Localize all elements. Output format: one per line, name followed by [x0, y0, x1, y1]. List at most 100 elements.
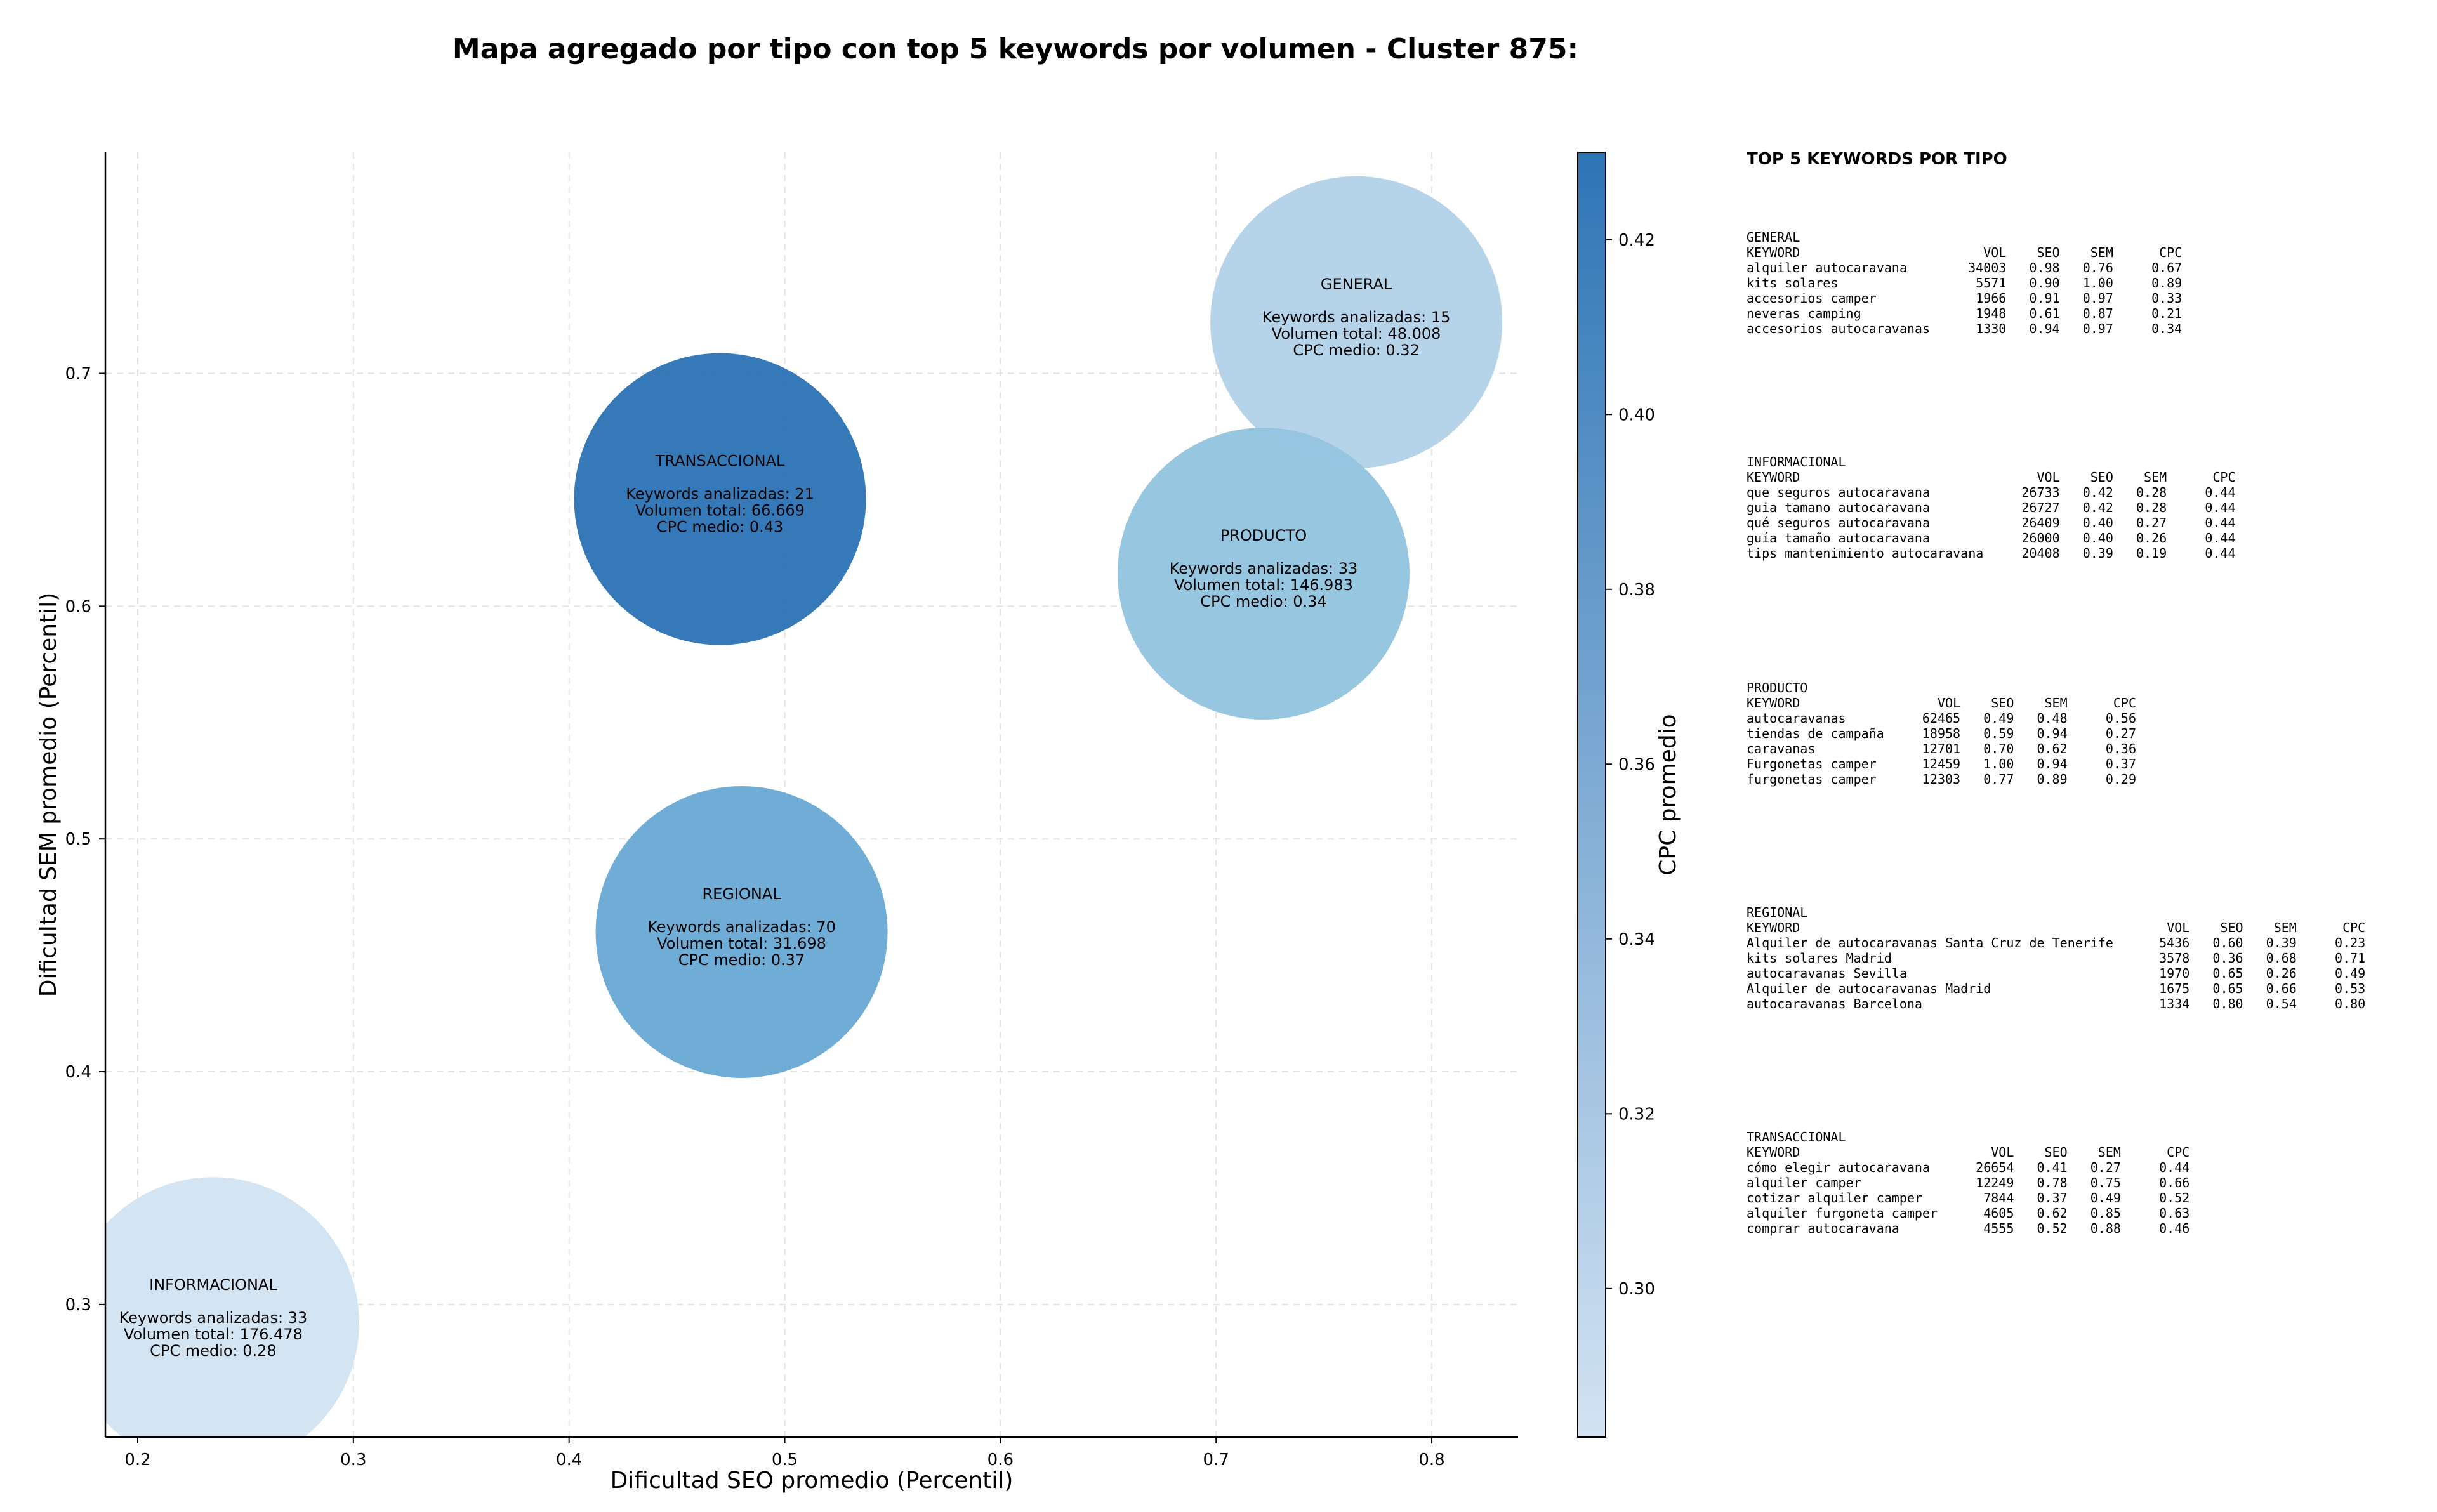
- bubble-type-label: REGIONAL: [702, 885, 781, 903]
- metric-cell: 5571: [1976, 275, 2007, 291]
- metric-cell: 0.49: [2090, 1190, 2121, 1206]
- metric-cell: 26409: [2021, 515, 2060, 530]
- top-keywords-title: TOP 5 KEYWORDS POR TIPO: [1747, 150, 2007, 169]
- keyword-table-row: Furgonetas camper 12459 1.00 0.94 0.37: [1747, 756, 2136, 772]
- keyword-cell: autocaravanas Barcelona: [1747, 996, 1922, 1011]
- metric-cell: 0.94: [2029, 321, 2060, 336]
- metric-cell: 0.42: [2082, 485, 2113, 500]
- x-tick-label: 0.5: [772, 1450, 798, 1469]
- metric-cell: 0.40: [2082, 530, 2113, 546]
- keyword-cell: alquiler furgoneta camper: [1747, 1206, 1938, 1221]
- metric-cell: SEM: [2144, 470, 2167, 485]
- metric-cell: 0.52: [2037, 1221, 2068, 1236]
- metric-cell: 0.33: [2151, 291, 2183, 306]
- bubble-stat-label: Volumen total: 66.669: [635, 502, 805, 520]
- colorbar-gradient: [1577, 152, 1606, 1438]
- metric-cell: VOL: [1937, 695, 1961, 711]
- metric-cell: 26000: [2021, 530, 2060, 546]
- bubble-stat-label: CPC medio: 0.37: [678, 951, 805, 969]
- bubble-stat-label: CPC medio: 0.34: [1200, 593, 1327, 610]
- metric-cell: 0.54: [2266, 996, 2297, 1011]
- metric-cell: 1966: [1976, 291, 2007, 306]
- metric-cell: 12249: [1976, 1175, 2014, 1190]
- keyword-table-header: KEYWORD VOL SEO SEM CPC: [1747, 470, 2236, 485]
- y-tick-label: 0.5: [65, 830, 91, 849]
- keyword-cell: cotizar alquiler camper: [1747, 1190, 1922, 1206]
- bubble-stat-label: CPC medio: 0.43: [657, 518, 784, 536]
- metric-cell: 0.80: [2335, 996, 2366, 1011]
- metric-cell: CPC: [2212, 470, 2236, 485]
- metric-cell: 0.77: [1983, 772, 2014, 787]
- keyword-cell: alquiler autocaravana: [1747, 260, 1907, 275]
- metric-cell: 0.91: [2029, 291, 2060, 306]
- y-tick-label: 0.6: [65, 597, 91, 616]
- metric-cell: 0.68: [2266, 950, 2297, 966]
- bubble-type-label: INFORMACIONAL: [149, 1276, 277, 1294]
- metric-cell: 0.71: [2335, 950, 2366, 966]
- metric-cell: 12701: [1922, 741, 1961, 756]
- chart-title: Mapa agregado por tipo con top 5 keyword…: [452, 33, 1579, 65]
- x-tick-label: 0.6: [987, 1450, 1014, 1469]
- keyword-block-informacional: INFORMACIONAL KEYWORD VOL SEO SEM CPC que segu…: [1747, 454, 2236, 561]
- bubble-stat-label: Volumen total: 31.698: [657, 935, 826, 952]
- metric-cell: 0.61: [2029, 306, 2060, 321]
- metric-cell: SEM: [2097, 1145, 2121, 1160]
- keyword-table-row: cómo elegir autocaravana 26654 0.41 0.27 0.4…: [1747, 1160, 2189, 1175]
- metric-cell: SEO: [2044, 1145, 2068, 1160]
- keyword-cell: kits solares: [1747, 275, 1839, 291]
- metric-cell: VOL: [1983, 245, 2007, 260]
- metric-cell: 5436: [2159, 935, 2190, 950]
- metric-cell: 0.28: [2136, 485, 2167, 500]
- metric-cell: 0.65: [2212, 966, 2243, 981]
- keyword-table-row: Alquiler de autocaravanas Madrid 1675 0.65…: [1747, 981, 2365, 996]
- bubble-producto: [1117, 427, 1410, 720]
- colorbar-tick-label: 0.36: [1618, 755, 1655, 774]
- metric-cell: 0.42: [2082, 500, 2113, 515]
- metric-cell: 0.44: [2205, 515, 2236, 530]
- bubble-informacional: [105, 1177, 359, 1437]
- metric-cell: 0.40: [2082, 515, 2113, 530]
- metric-cell: 0.49: [2335, 966, 2366, 981]
- colorbar-tick-label: 0.30: [1618, 1280, 1655, 1299]
- x-tick-label: 0.2: [124, 1450, 150, 1469]
- metric-cell: 18958: [1922, 726, 1961, 741]
- keyword-table-row: guía tamaño autocaravana 26000 0.40 0.26 0.4…: [1747, 530, 2236, 546]
- keyword-cell: tips mantenimiento autocaravana: [1747, 546, 1984, 561]
- metric-cell: 7844: [1983, 1190, 2014, 1206]
- keyword-block-producto: PRODUCTO KEYWORD VOL SEO SEM CPC autocaravanas…: [1747, 680, 2136, 787]
- bubble-stat-label: CPC medio: 0.32: [1293, 341, 1420, 359]
- metric-cell: SEM: [2044, 695, 2068, 711]
- keyword-table-row: caravanas 12701 0.70 0.62 0.36: [1747, 741, 2136, 756]
- keyword-cell: kits solares Madrid: [1747, 950, 1892, 966]
- keyword-block-transaccional: TRANSACCIONAL KEYWORD VOL SEO SEM CPC cómo ele…: [1747, 1129, 2189, 1236]
- keyword-table-row: alquiler furgoneta camper 4605 0.62 0.85 0.6…: [1747, 1206, 2189, 1221]
- metric-cell: 0.62: [2037, 741, 2068, 756]
- keyword-cell: neveras camping: [1747, 306, 1861, 321]
- metric-cell: 12459: [1922, 756, 1961, 772]
- metric-cell: 0.65: [2212, 981, 2243, 996]
- keyword-table-row: tiendas de campaña 18958 0.59 0.94 0.27: [1747, 726, 2136, 741]
- keyword-cell: autocaravanas Sevilla: [1747, 966, 1907, 981]
- keyword-block-type: REGIONAL: [1747, 905, 1808, 920]
- colorbar-tick-label: 0.34: [1618, 930, 1655, 949]
- keyword-block-type: GENERAL: [1747, 230, 1800, 245]
- metric-cell: 0.37: [2037, 1190, 2068, 1206]
- metric-cell: 1970: [2159, 966, 2190, 981]
- metric-cell: 0.87: [2082, 306, 2113, 321]
- keyword-block-type: TRANSACCIONAL: [1747, 1129, 1846, 1145]
- x-axis-label: Dificultad SEO promedio (Percentil): [611, 1468, 1014, 1494]
- metric-cell: 0.97: [2082, 291, 2113, 306]
- metric-cell: 0.44: [2205, 485, 2236, 500]
- keyword-table-row: neveras camping 1948 0.61 0.87 0.21: [1747, 306, 2182, 321]
- keyword-cell: Alquiler de autocaravanas Madrid: [1747, 981, 1991, 996]
- metric-cell: 0.34: [2151, 321, 2183, 336]
- keyword-cell: KEYWORD: [1747, 1145, 1800, 1160]
- keyword-cell: autocaravanas: [1747, 711, 1846, 726]
- metric-cell: 0.60: [2212, 935, 2243, 950]
- y-axis-label: Dificultad SEM promedio (Percentil): [36, 593, 62, 997]
- keyword-table-row: accesorios autocaravanas 1330 0.94 0.97 0.34: [1747, 321, 2182, 336]
- keyword-cell: caravanas: [1747, 741, 1816, 756]
- bubble-type-label: GENERAL: [1321, 275, 1392, 293]
- bubble-transaccional: [574, 353, 866, 645]
- keyword-cell: guía tamaño autocaravana: [1747, 530, 1930, 546]
